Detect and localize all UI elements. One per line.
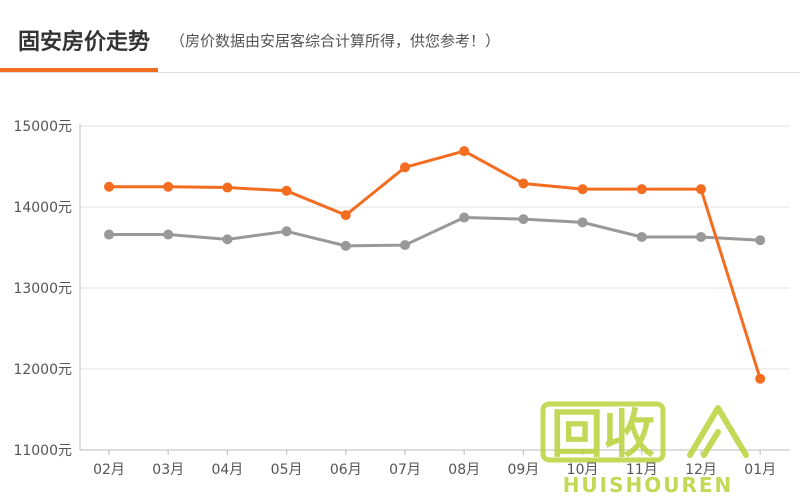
data-point-gray [281, 226, 292, 237]
data-point-orange [636, 184, 647, 195]
data-point-gray [400, 240, 410, 251]
x-tick-label: 01月 [744, 462, 776, 478]
data-point-orange [104, 181, 114, 192]
data-point-gray [340, 240, 351, 251]
data-point-orange [518, 178, 529, 189]
watermark-logo-mark [687, 405, 749, 458]
data-point-orange [281, 185, 292, 196]
x-tick-label: 04月 [211, 462, 243, 478]
data-point-gray [104, 229, 114, 240]
watermark-brand-text: HUISHOUREN [563, 473, 734, 497]
data-point-orange [163, 181, 174, 192]
x-tick-label: 03月 [152, 462, 184, 478]
watermark-logo-text: 回收 [551, 405, 655, 465]
data-point-gray [163, 229, 174, 240]
data-point-gray [459, 212, 470, 223]
title-accent-bar [0, 68, 158, 72]
x-tick-label: 05月 [271, 462, 303, 478]
x-tick-label: 09月 [507, 462, 539, 478]
data-point-orange [755, 373, 766, 384]
data-point-orange [222, 182, 233, 193]
data-point-gray [636, 231, 647, 242]
data-point-orange [459, 146, 470, 157]
x-tick-label: 07月 [389, 462, 421, 478]
data-point-gray [696, 231, 706, 242]
data-source-note: （房价数据由安居客综合计算所得，供您参考！） [170, 32, 501, 50]
y-tick-label: 11000元 [13, 443, 72, 459]
y-tick-label: 13000元 [13, 281, 72, 297]
y-tick-label: 12000元 [13, 362, 72, 378]
data-point-orange [696, 184, 706, 195]
data-point-gray [518, 214, 529, 225]
x-tick-label: 06月 [330, 462, 362, 478]
x-tick-label: 11月 [626, 462, 658, 478]
watermark-logo-box [540, 401, 666, 463]
x-tick-label: 12月 [685, 462, 717, 478]
y-tick-label: 15000元 [13, 119, 72, 135]
x-tick-label: 08月 [448, 462, 480, 478]
data-point-orange [577, 184, 588, 195]
data-point-orange [340, 210, 351, 221]
y-tick-label: 14000元 [13, 200, 72, 216]
x-tick-label: 10月 [567, 462, 599, 478]
series-line-gray [109, 216, 761, 248]
chart-header: 固安房价走势 （房价数据由安居客综合计算所得，供您参考！） [0, 0, 800, 73]
x-tick-label: 02月 [93, 462, 125, 478]
data-point-gray [222, 234, 233, 245]
data-point-orange [400, 162, 410, 173]
series-line-orange [109, 149, 762, 380]
page-title: 固安房价走势 [18, 30, 151, 55]
data-point-gray [755, 235, 766, 246]
data-point-gray [577, 217, 588, 228]
